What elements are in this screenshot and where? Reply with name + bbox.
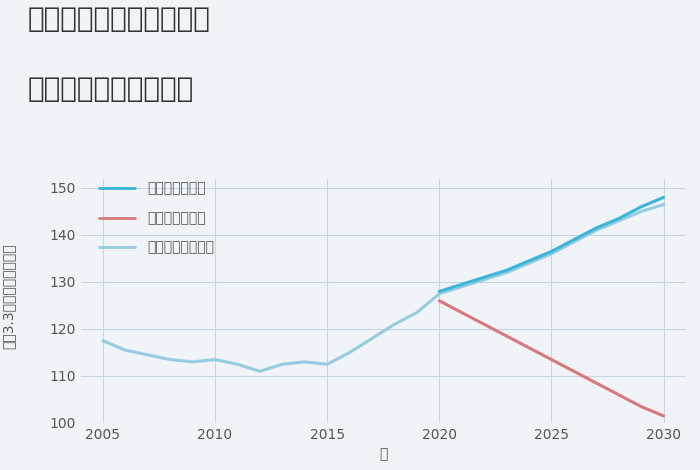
X-axis label: 年: 年 — [379, 447, 387, 462]
Text: 兵庫県西宮市津門川町の: 兵庫県西宮市津門川町の — [28, 5, 211, 33]
Text: ノーマルシナリオ: ノーマルシナリオ — [147, 240, 214, 254]
Text: グッドシナリオ: グッドシナリオ — [147, 181, 206, 196]
Text: バッドシナリオ: バッドシナリオ — [147, 211, 206, 225]
Text: 中古戸建ての価格推移: 中古戸建ての価格推移 — [28, 75, 195, 103]
Text: 坪（3.3㎡）単価（万円）: 坪（3.3㎡）単価（万円） — [1, 243, 15, 349]
